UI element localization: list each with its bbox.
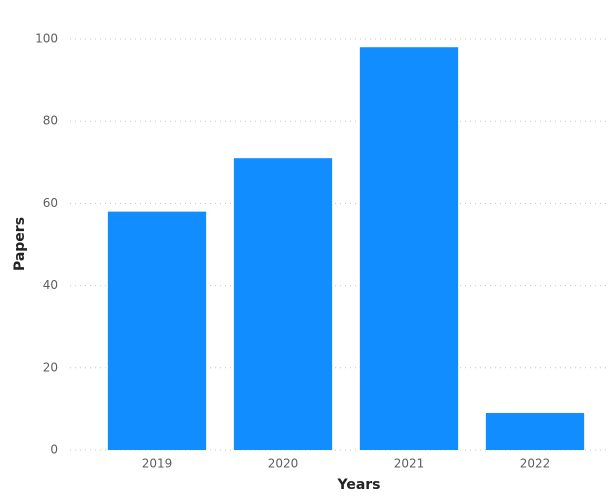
bar (107, 211, 207, 450)
y-tick-label: 100 (35, 32, 58, 46)
y-tick-label: 0 (50, 443, 58, 457)
x-tick-label: 2019 (142, 457, 173, 471)
y-tick-label: 40 (43, 278, 58, 292)
y-tick-label: 20 (43, 360, 58, 374)
x-axis-title: Years (336, 477, 380, 493)
bar (359, 47, 459, 450)
bar (233, 158, 333, 450)
y-tick-label: 60 (43, 196, 58, 210)
x-tick-label: 2022 (520, 457, 551, 471)
bar (485, 413, 585, 450)
y-axis-title: Papers (12, 217, 28, 271)
x-tick-label: 2020 (268, 457, 299, 471)
x-tick-label: 2021 (394, 457, 425, 471)
y-tick-label: 80 (43, 114, 58, 128)
